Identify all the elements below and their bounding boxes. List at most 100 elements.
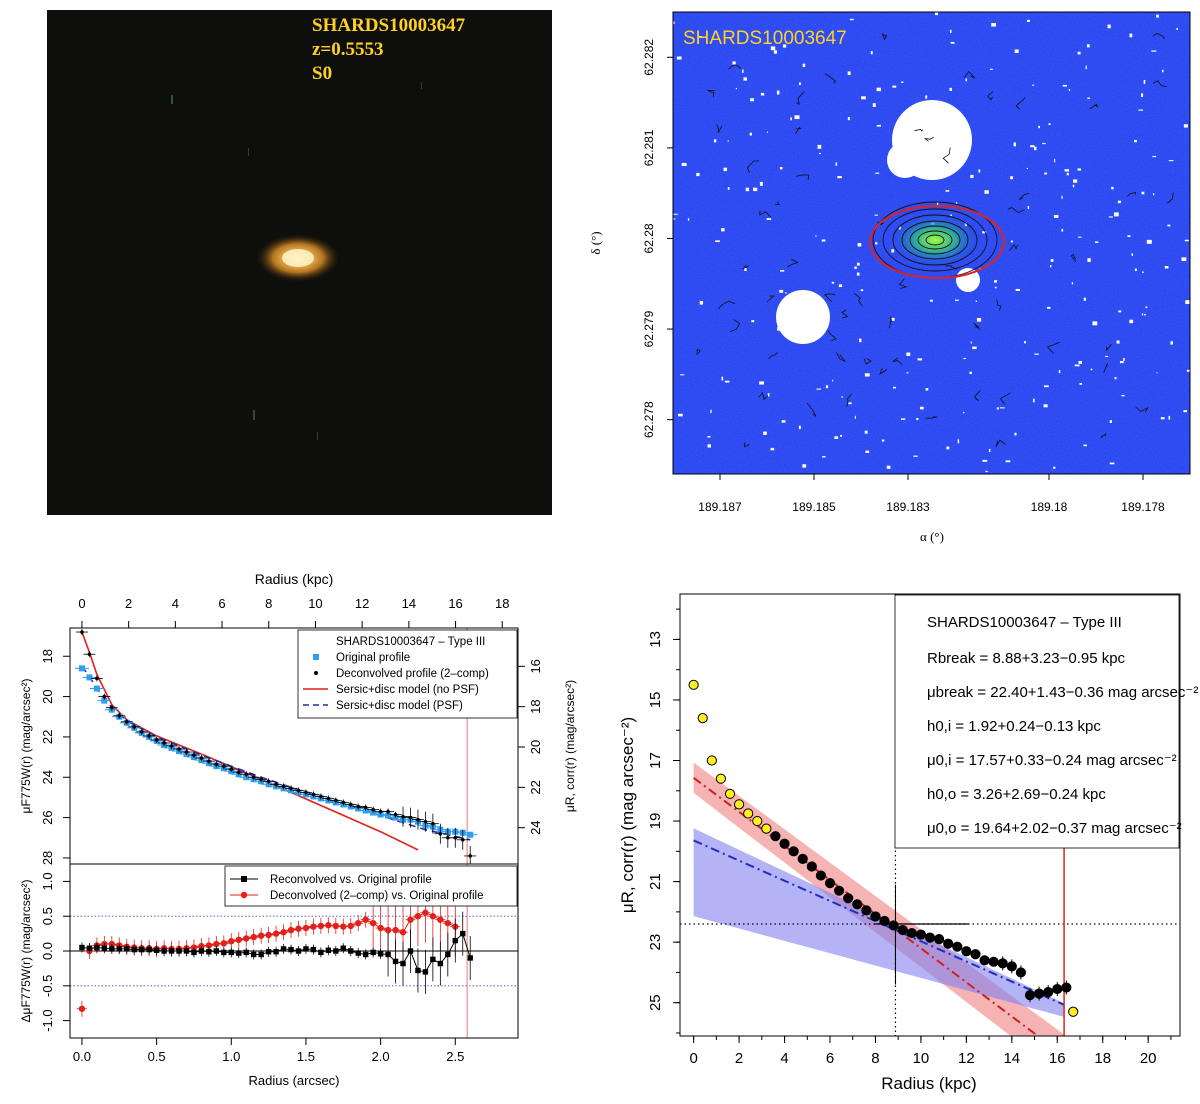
- masked-pixel: [802, 63, 806, 68]
- deconvolved-profile-point: [416, 817, 420, 822]
- reconvolved-residual-point: [191, 949, 197, 956]
- masked-pixel: [925, 95, 928, 99]
- deconvolved-profile-point: [334, 798, 338, 803]
- original-profile-point: [385, 812, 392, 819]
- deconvolved-profile-point: [423, 819, 428, 824]
- masked-pixel: [723, 167, 727, 172]
- masked-pixel: [798, 425, 801, 430]
- masked-pixel: [1185, 300, 1190, 305]
- masked-pixel: [1162, 69, 1164, 73]
- masked-pixel: [963, 412, 965, 414]
- deconvolved-profile-point: [319, 794, 323, 799]
- masked-pixel: [1176, 28, 1178, 30]
- masked-source: [776, 290, 830, 344]
- masked-pixel: [946, 446, 950, 450]
- profile-point: [1024, 990, 1036, 1001]
- noise-contour: [898, 278, 908, 289]
- noise-contour: [1105, 344, 1112, 352]
- masked-pixel: [1053, 466, 1056, 469]
- masked-pixel: [1074, 364, 1080, 367]
- masked-pixel: [1143, 79, 1146, 84]
- deconvolved-profile-point: [87, 652, 92, 657]
- masked-pixel: [735, 87, 737, 90]
- param-h0o: h0,o = 3.26+2.69−0.24 kpc: [927, 786, 1106, 803]
- reconvolved-residual-point: [288, 946, 294, 953]
- deconvolved-profile-swatch: [314, 671, 318, 675]
- deconvolved-residual-point: [228, 938, 235, 945]
- masked-pixel: [673, 218, 676, 220]
- noise-contour: [728, 64, 742, 70]
- reconvolved-residual-point: [236, 950, 242, 956]
- deconvolved-profile-point: [378, 809, 383, 814]
- masked-pixel: [1123, 358, 1125, 361]
- reconvolved-residual-point: [325, 947, 332, 954]
- masked-pixel: [782, 44, 787, 48]
- reconvolved-legend: Reconvolved vs. Original profile: [270, 874, 432, 886]
- deconvolved-residual-point: [437, 916, 444, 923]
- profile-point: [1043, 987, 1054, 998]
- masked-pixel: [780, 270, 785, 272]
- reconvolved-residual-point: [228, 949, 234, 956]
- deconvolved-residual-point: [340, 923, 347, 930]
- masked-pixel: [799, 82, 801, 86]
- original-profile-point: [392, 814, 399, 821]
- masked-pixel: [770, 447, 775, 451]
- masked-pixel: [745, 187, 750, 192]
- masked-pixel: [870, 51, 873, 55]
- bottom-x-tick-label: 1.5: [297, 1049, 315, 1064]
- masked-pixel: [856, 262, 860, 266]
- lower-y-tick-label: 0.0: [40, 942, 55, 960]
- masked-pixel: [1005, 460, 1011, 463]
- noise-contour: [963, 70, 976, 79]
- masked-pixel: [724, 380, 730, 383]
- map-x-tick-label: 189.187: [698, 500, 742, 514]
- fit-legend-title: SHARDS10003647 – Type III: [927, 614, 1122, 631]
- profile-point: [897, 924, 908, 936]
- masked-pixel: [1078, 236, 1082, 238]
- reconvolved-residual-point: [124, 946, 130, 952]
- reconvolved-residual-point: [333, 948, 339, 954]
- masked-pixel: [721, 376, 724, 381]
- masked-pixel: [949, 29, 952, 33]
- deconvolved-profile-point: [453, 835, 458, 840]
- bottom-x-tick-label: 1.0: [222, 1049, 240, 1064]
- top-x-tick-label: 8: [265, 596, 272, 611]
- reconvolved-residual-point: [362, 951, 369, 958]
- masked-pixel: [680, 374, 685, 376]
- masked-pixel: [770, 46, 776, 51]
- deconvolved-profile-point: [229, 767, 234, 771]
- noise-contour: [892, 357, 903, 365]
- noise-contour: [1135, 406, 1149, 413]
- profile-point: [788, 846, 799, 857]
- fit-x-tick-label: 14: [1003, 1050, 1020, 1067]
- noise-contour: [775, 201, 780, 206]
- deconvolved-residual-point: [362, 916, 369, 923]
- masked-pixel: [945, 190, 950, 192]
- masked-pixel: [1014, 432, 1017, 436]
- masked-pixel: [1058, 369, 1061, 374]
- masked-pixel: [1087, 97, 1091, 99]
- profile-point: [961, 946, 972, 957]
- masked-pixel: [906, 352, 911, 356]
- map-x-tick-label: 189.185: [792, 500, 836, 514]
- masked-pixel: [742, 69, 744, 73]
- masked-pixel: [1049, 265, 1052, 268]
- masked-pixel: [831, 281, 835, 284]
- deconvolved-profile-point: [363, 805, 368, 810]
- masked-pixel: [1013, 142, 1016, 147]
- upper-y-tick-label: 22: [40, 730, 55, 744]
- deconvolved-residual-point: [392, 926, 399, 934]
- reconvolved-residual-point: [377, 951, 384, 957]
- masked-pixel: [925, 388, 929, 391]
- masked-pixel: [1024, 341, 1026, 344]
- masked-pixel: [854, 415, 856, 419]
- deconvolved-residual-point: [325, 922, 332, 929]
- noise-contour: [759, 210, 772, 218]
- deconvolved-residual-point: [280, 929, 287, 936]
- masked-pixel: [1095, 241, 1099, 243]
- top-x-tick-label: 18: [495, 596, 509, 611]
- bottom-x-tick-label: 0.5: [148, 1049, 166, 1064]
- galaxy-id-label: SHARDS10003647: [312, 15, 466, 36]
- lower-y-axis-label: ΔμF775W(r) (mag/arcsec²): [19, 880, 33, 1023]
- reconvolved-residual-point: [355, 950, 361, 956]
